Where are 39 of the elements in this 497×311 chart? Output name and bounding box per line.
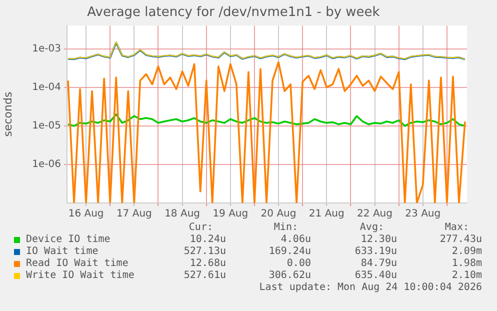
legend-label: IO Wait time [26,246,98,257]
text: 12.30u [360,234,397,245]
text: Last update: Mon Aug 24 10:00:04 2026 [259,282,482,293]
y-tick-label: 1e-03 [32,43,61,54]
text: 12.68u [190,258,226,269]
chart-title: Average latency for /dev/nvme1n1 - by week [87,5,380,20]
text: 4.06u [280,234,311,245]
text: 635.40u [354,270,397,281]
legend-label: Write IO Wait time [26,270,134,281]
text: 0.00 [286,258,311,269]
text: 277.43u [440,234,482,245]
text: Min: [274,222,298,233]
text: 2.10m [452,270,482,281]
text: 527.13u [184,246,226,257]
text: 306.62u [268,270,311,281]
text: Cur: [188,222,213,233]
text: Avg: [360,222,384,233]
x-tick-label: 21 Aug [308,208,344,220]
x-tick-label: 16 Aug [68,208,104,220]
text: 1.98m [452,258,482,269]
x-tick-label: 23 Aug [405,208,441,220]
x-tick-label: 22 Aug [357,208,392,220]
text: 2.09m [452,246,482,257]
x-tick-label: 20 Aug [260,208,296,220]
text: 527.61u [184,270,226,281]
y-tick-label: 1e-05 [32,120,61,132]
text: 84.79u [360,258,397,269]
text: 633.19u [354,246,397,257]
y-axis-title: seconds [1,92,14,137]
x-tick-label: 19 Aug [212,208,248,220]
y-tick-label: 1e-06 [32,159,61,170]
text: 169.24u [268,246,311,257]
text: Max: [444,222,469,233]
y-tick-label: 1e-04 [32,82,61,93]
text: 10.24u [190,234,226,245]
legend-label: Device IO time [26,234,110,245]
legend-label: Read IO Wait time [26,258,128,269]
x-tick-label: 18 Aug [164,208,200,220]
x-tick-label: 17 Aug [116,208,152,220]
